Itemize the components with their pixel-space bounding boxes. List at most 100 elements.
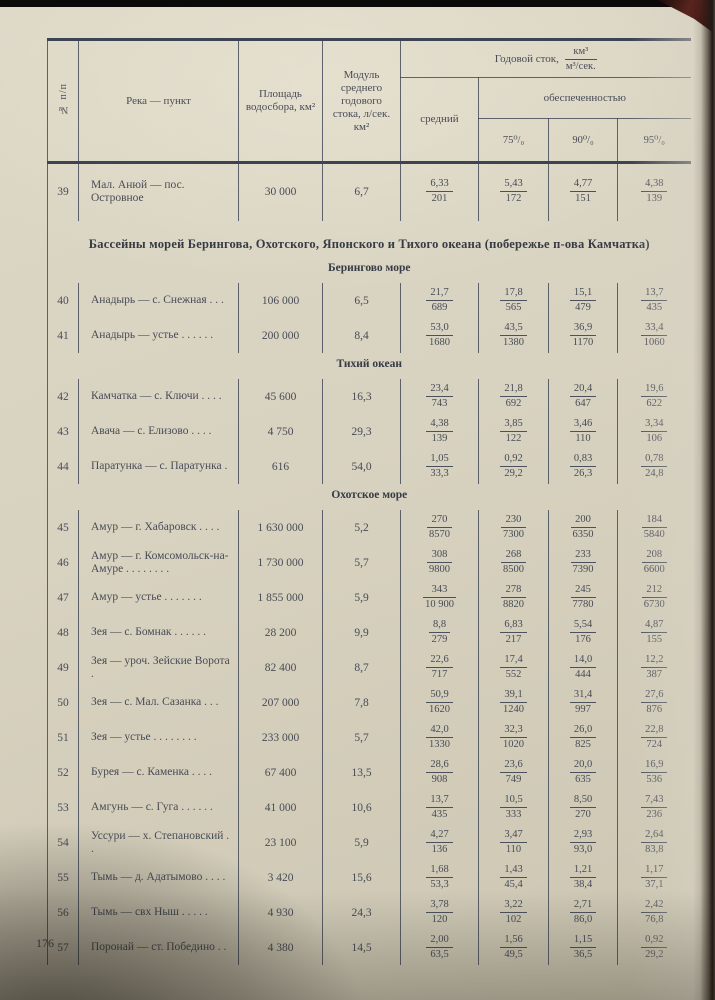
catchment-area-cell: 207 000	[238, 685, 323, 720]
flow-mean-cell-numerator: 8,8	[428, 619, 451, 633]
flow-mean-cell-denominator: 201	[431, 193, 448, 204]
flow-p90-cell: 2,93 93,0	[548, 825, 618, 860]
flow-p95-cell-fraction: 3,34 106	[641, 418, 668, 445]
flow-p90-cell-fraction: 20,0 635	[569, 759, 597, 786]
flow-p90-cell-denominator: 270	[575, 809, 591, 820]
flow-p95-cell-denominator: 6730	[643, 599, 665, 610]
flow-p75-cell: 3,22102	[478, 895, 549, 930]
flow-mean-cell-denominator: 33,3	[430, 468, 449, 479]
flow-p75-cell-denominator: 565	[505, 302, 522, 313]
flow-p90-cell-fraction: 26,0 825	[569, 724, 597, 751]
flow-p90-cell: 31,4 997	[548, 685, 618, 720]
flow-p90-cell-numerator: 1,15	[569, 934, 597, 948]
flow-p90-cell: 20,0 635	[548, 755, 618, 790]
runoff-module-cell: 5,9	[322, 580, 401, 615]
flow-p90-cell: 20,4 647	[548, 379, 618, 414]
flow-p95-cell-fraction: 208 6600	[641, 549, 667, 576]
flow-p95-cell-numerator: 3,34	[641, 418, 668, 432]
flow-p75-cell: 43,5 1380	[478, 318, 549, 353]
flow-p90-cell-fraction: 3,46 110	[569, 418, 597, 445]
flow-p90-cell-fraction: 15,1 479	[569, 287, 597, 314]
flow-p75-cell: 3,85 122	[478, 414, 549, 449]
flow-p90-cell-numerator: 233	[570, 549, 596, 563]
flow-p95-cell: 7,43 236	[616, 790, 691, 825]
row-number-cell: 44	[57, 460, 69, 473]
flow-mean-cell-denominator: 908	[431, 774, 448, 785]
flow-p75-cell-denominator: 172	[505, 193, 522, 204]
flow-p90-cell-denominator: 444	[575, 669, 591, 680]
flow-p75-cell-fraction: 3,47 110	[500, 829, 527, 856]
flow-p75-cell-fraction: 3,85 122	[500, 418, 527, 445]
flow-p95-cell-numerator: 208	[641, 549, 667, 563]
flow-p95-cell-denominator: 536	[646, 774, 663, 785]
flow-p95-cell-numerator: 12,2	[641, 654, 668, 668]
book-right-edge	[693, 0, 715, 1000]
flow-p75-cell-denominator: 45,4	[504, 879, 523, 890]
runoff-module-cell: 29,3	[322, 414, 401, 449]
header-p90: 90⁰/₀	[548, 118, 618, 163]
header-num-label: № п/п	[57, 83, 69, 115]
runoff-module-cell: 9,9	[322, 615, 401, 650]
flow-p95-cell-fraction: 4,38 139	[641, 178, 668, 205]
flow-p90-cell-numerator: 20,4	[569, 383, 597, 397]
flow-p90-cell: 2,7186,0	[548, 895, 618, 930]
flow-mean-cell: 1,05 33,3	[400, 449, 479, 484]
flow-p90-cell: 15,1 479	[548, 283, 618, 318]
flow-mean-cell-numerator: 270	[427, 514, 452, 528]
flow-p95-cell-fraction: 19,6 622	[641, 383, 668, 410]
flow-p90-cell-fraction: 245 7780	[570, 584, 596, 611]
flow-p75-cell: 23,6 749	[478, 755, 549, 790]
row-number-cell: 52	[57, 766, 69, 779]
flow-mean-cell: 53,0 1680	[400, 318, 479, 353]
runoff-module-cell: 7,8	[322, 685, 401, 720]
flow-mean-cell-numerator: 308	[427, 549, 452, 563]
flow-p75-cell-fraction: 32,3 1020	[500, 724, 527, 751]
runoff-module-cell: 5,7	[322, 545, 401, 580]
flow-p95-cell-numerator: 19,6	[641, 383, 668, 397]
row-number-cell: 45	[57, 521, 69, 534]
flow-p75-cell-numerator: 5,43	[500, 178, 527, 192]
flow-mean-cell-denominator: 689	[431, 302, 448, 313]
flow-p90-cell-fraction: 233 7390	[570, 549, 596, 576]
flow-p90-cell-denominator: 86,0	[570, 913, 596, 926]
flow-p75-cell-denominator: 49,5	[500, 948, 526, 961]
flow-p75-cell-fraction: 5,43 172	[500, 178, 527, 205]
flow-p75-cell-denominator: 1380	[503, 337, 524, 348]
flow-p75-cell: 268 8500	[478, 545, 549, 580]
flow-p95-cell-fraction: 13,7 435	[641, 287, 668, 314]
flow-mean-cell-fraction: 6,33 201	[426, 178, 453, 205]
catchment-area-cell: 1 630 000	[238, 510, 323, 545]
flow-p90-cell-fraction: 1,21 38,4	[569, 864, 597, 891]
flow-p95-cell-fraction: 22,8 724	[641, 724, 668, 751]
flow-p90-cell-denominator: 7780	[572, 599, 594, 610]
flow-p95-cell-numerator: 0,78	[641, 453, 668, 467]
table-row: 49 Зея — уроч. Зейские Ворота . 82 400 8,7 2…	[48, 650, 691, 685]
flow-p90-cell: 4,77 151	[548, 162, 618, 221]
flow-p90-cell-fraction: 200 6350	[570, 514, 596, 541]
flow-mean-cell-numerator: 4,27	[426, 829, 453, 843]
flow-p95-cell-denominator: 6600	[643, 564, 665, 575]
river-name-cell: Амгунь — с. Гуга . . . . . .	[78, 790, 239, 825]
flow-p95-cell-denominator: 1060	[643, 337, 665, 348]
flow-p90-cell-fraction: 8,50 270	[569, 794, 597, 821]
flow-p95-cell-numerator: 7,43	[641, 794, 668, 808]
table-row: 39 Мал. Анюй — пос. Островное 30 000 6,7 6,3…	[48, 162, 691, 221]
table-row: 44 Паратунка — с. Паратунка . 616 54,0 1,05 3…	[48, 449, 691, 484]
flow-p75-cell-denominator: 29,2	[504, 468, 523, 479]
flow-mean-cell: 4,38 139	[400, 414, 479, 449]
flow-p75-cell-numerator: 32,3	[500, 724, 527, 738]
flow-p90-cell-fraction: 0,83 26,3	[569, 453, 597, 480]
flow-p95-cell-numerator: 2,64	[641, 829, 668, 843]
flow-p75-cell-denominator: 1020	[503, 739, 524, 750]
flow-p90-cell-denominator: 93,0	[573, 844, 593, 855]
flow-p95-cell-denominator: 83,8	[645, 844, 664, 855]
flow-p90-cell-numerator: 8,50	[569, 794, 597, 808]
flow-mean-cell-denominator: 279	[431, 634, 448, 645]
flow-mean-cell-denominator: 1680	[429, 337, 450, 348]
flow-mean-cell-fraction: 21,7 689	[426, 287, 453, 314]
table-row: 52 Бурея — с. Каменка . . . . 67 400 13,5 28…	[48, 755, 691, 790]
flow-mean-cell: 343 10 900	[400, 580, 479, 615]
flow-mean-cell-numerator: 1,05	[426, 453, 453, 467]
header-area: Площадь водосбора, км²	[238, 39, 323, 163]
flow-p75-cell-numerator: 1,56	[500, 934, 527, 948]
